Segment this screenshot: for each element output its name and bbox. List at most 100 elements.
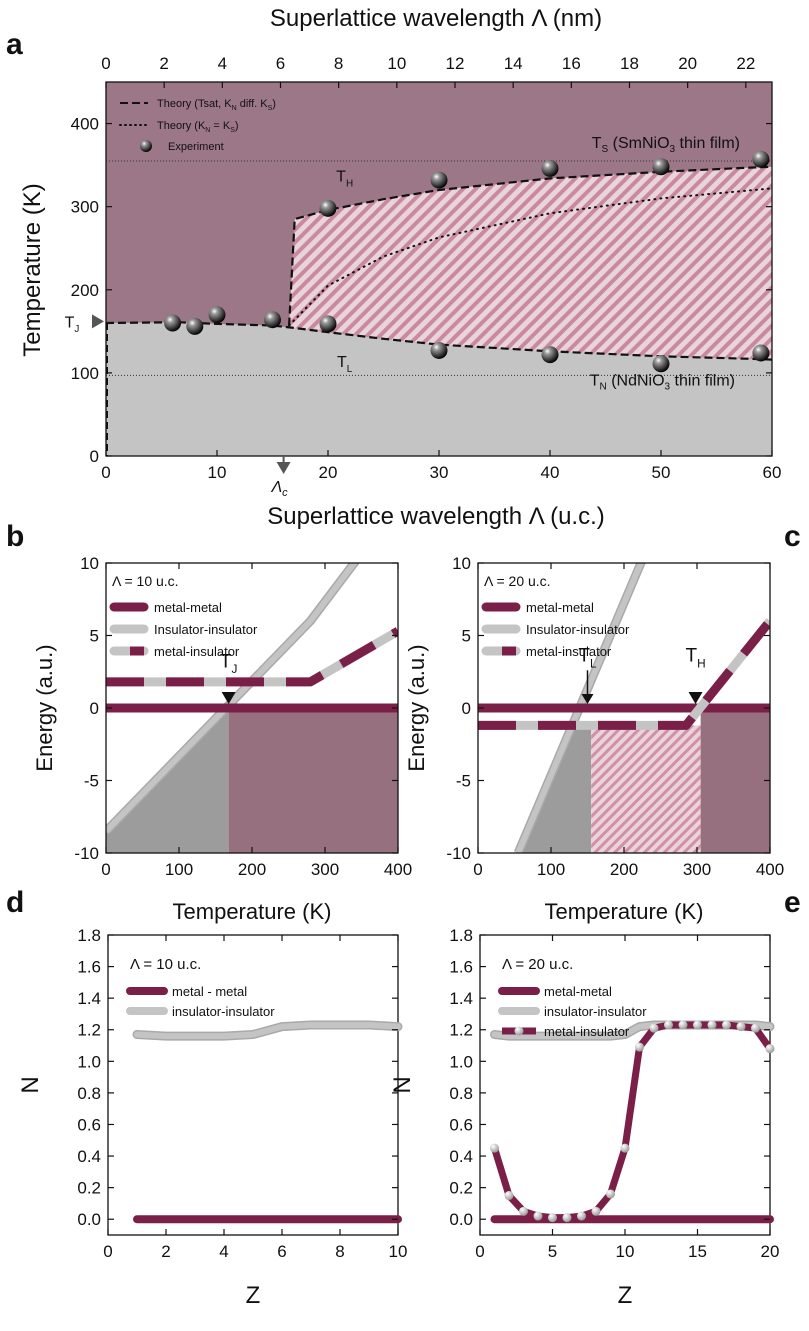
x2-tick-label-20: 20 [678,54,697,73]
x-tick-label-60: 60 [763,463,782,482]
y-tick-label-5: 5 [90,627,99,646]
series-insulator-insulator [106,563,358,834]
y-tick-label-0.6: 0.6 [77,1115,101,1134]
y-tick-label-0.4: 0.4 [77,1147,101,1166]
x2-tick-label-22: 22 [736,54,755,73]
y-tick-label-5: 5 [462,627,471,646]
y-tick-label-10: 10 [452,554,471,573]
experiment-point-11 [652,158,670,176]
phase-region-insulating [106,322,772,456]
legend-label-metal-insulator: metal-insulator [526,644,612,659]
legend-label-insulator: Insulator-insulator [526,622,630,637]
panelC-legend-title: Λ = 20 u.c. [484,573,551,589]
series-metal-insulator [106,627,398,687]
x2-tick-label-2: 2 [159,54,168,73]
lambda-c-label: Λc [271,479,289,499]
x-tick-label-10: 10 [389,1242,408,1261]
panelD-legend-title: Λ = 10 u.c. [130,956,201,973]
legend-label-metal-insulator: metal-insulator [154,644,240,659]
metal-insulator-point-4 [548,1213,557,1223]
TN-annotation: TN (NdNiO3 thin film) [590,372,735,392]
TJ-arrow-b [221,692,236,704]
experiment-point-4 [319,315,337,333]
metal-insulator-point-2 [519,1206,528,1216]
x-tick-label-300: 300 [311,860,339,879]
TS-annotation: TS (SmNiO3 thin film) [592,135,740,155]
legend-theory-dashed: Theory (Tsat, KN diff. KS) [157,98,276,112]
panel-d-occupancy-plot: 0 2 4 6 8 10 0.0 0.2 0.4 0.6 0.8 1.0 1.2 1.4 1.6 1.8 Z N Λ… [17,926,407,1309]
experiment-point-6 [430,341,448,359]
experiment-point-10 [652,355,670,373]
TH-annotation: TH [685,646,705,671]
y-tick-label-1.6: 1.6 [449,958,473,977]
x2-tick-label-18: 18 [620,54,639,73]
y-tick-label-0.6: 0.6 [449,1115,473,1134]
panelB-body [106,563,398,853]
TJ-annotation-b: TJ [220,651,238,676]
x-tick-label-40: 40 [541,463,560,482]
panelD-y-axis-title: N [17,1076,44,1093]
panelE-legend-title: Λ = 20 u.c. [502,956,573,973]
panelD-x-axis-title: Z [246,1282,261,1309]
legend-label-metal-metal: metal-metal [526,600,594,615]
metal-insulator-point-6 [577,1211,586,1221]
x2-tick-label-16: 16 [562,54,581,73]
x-tick-label-8: 8 [335,1242,344,1261]
panelC-body [478,563,770,853]
panel-b-energy-plot: 0 100 200 300 400 -10 -5 0 5 10 Temperature (K) Ene… [32,554,412,924]
y-tick-label-400: 400 [71,115,99,134]
legend-label-insulator: insulator-insulator [172,1004,275,1019]
TH-arrow [688,692,703,704]
experiment-point-9 [541,159,559,177]
TL-annotation: TL [578,646,597,671]
x-tick-label-0: 0 [103,1242,112,1261]
y-tick-label-1.8: 1.8 [77,926,101,945]
y-tick-label-0.4: 0.4 [449,1147,473,1166]
experiment-point-8 [541,346,559,364]
panelC-y-axis-title: Energy (a.u.) [404,644,429,771]
y-tick-label-0.8: 0.8 [449,1084,473,1103]
x-tick-label-30: 30 [430,463,449,482]
legend-label-metal-metal: metal-metal [154,600,222,615]
x-tick-label-0: 0 [473,860,482,879]
legend-label-metal-metal: metal-metal [544,984,612,999]
metal-insulator-point-12 [664,1020,673,1030]
legend-label-insulator: Insulator-insulator [154,622,258,637]
x2-tick-label-8: 8 [334,54,343,73]
y-tick-label-0.2: 0.2 [77,1179,101,1198]
x2-tick-label-10: 10 [387,54,406,73]
y-tick-label-1.4: 1.4 [449,989,473,1008]
legend-label-metal-insulator: metal-insulator [544,1024,630,1039]
theory-dotted-curve [288,187,773,327]
metal-insulator-point-15 [707,1020,717,1030]
metal-insulator-point-0 [490,1143,499,1153]
x2-tick-label-6: 6 [276,54,285,73]
legend-label-insulator: insulator-insulator [544,1004,647,1019]
metal-insulator-point-17 [736,1022,746,1032]
metal-insulator-point-18 [751,1023,760,1033]
experiment-point-3 [264,311,281,329]
panelE-x-axis-title: Z [618,1282,633,1309]
panel-a-y-axis-title: Temperature (K) [19,183,46,356]
x2-tick-label-14: 14 [504,54,523,73]
x2-tick-label-12: 12 [446,54,465,73]
metal-insulator-point-13 [678,1020,688,1030]
experiment-point-1 [186,317,204,335]
y-tick-label--10: -10 [74,844,99,863]
TJ-arrow [92,314,104,329]
y-tick-label-0: 0 [90,699,99,718]
TH-annotation: TH [336,169,353,190]
x-tick-label-100: 100 [537,860,565,879]
y-tick-label-0: 0 [90,447,99,466]
x-tick-label-5: 5 [548,1242,557,1261]
y-tick-label--5: -5 [456,772,471,791]
y-tick-label-1.6: 1.6 [77,958,101,977]
metal-insulator-point-1 [504,1191,514,1201]
series-metal-insulator [491,1021,773,1222]
metal-insulator-point-9 [620,1143,630,1153]
panelD-frame [107,934,399,1236]
theory-dashed-high-boundary [288,165,773,326]
panel-label-d: d [6,886,24,919]
y-tick-label-100: 100 [71,364,99,383]
